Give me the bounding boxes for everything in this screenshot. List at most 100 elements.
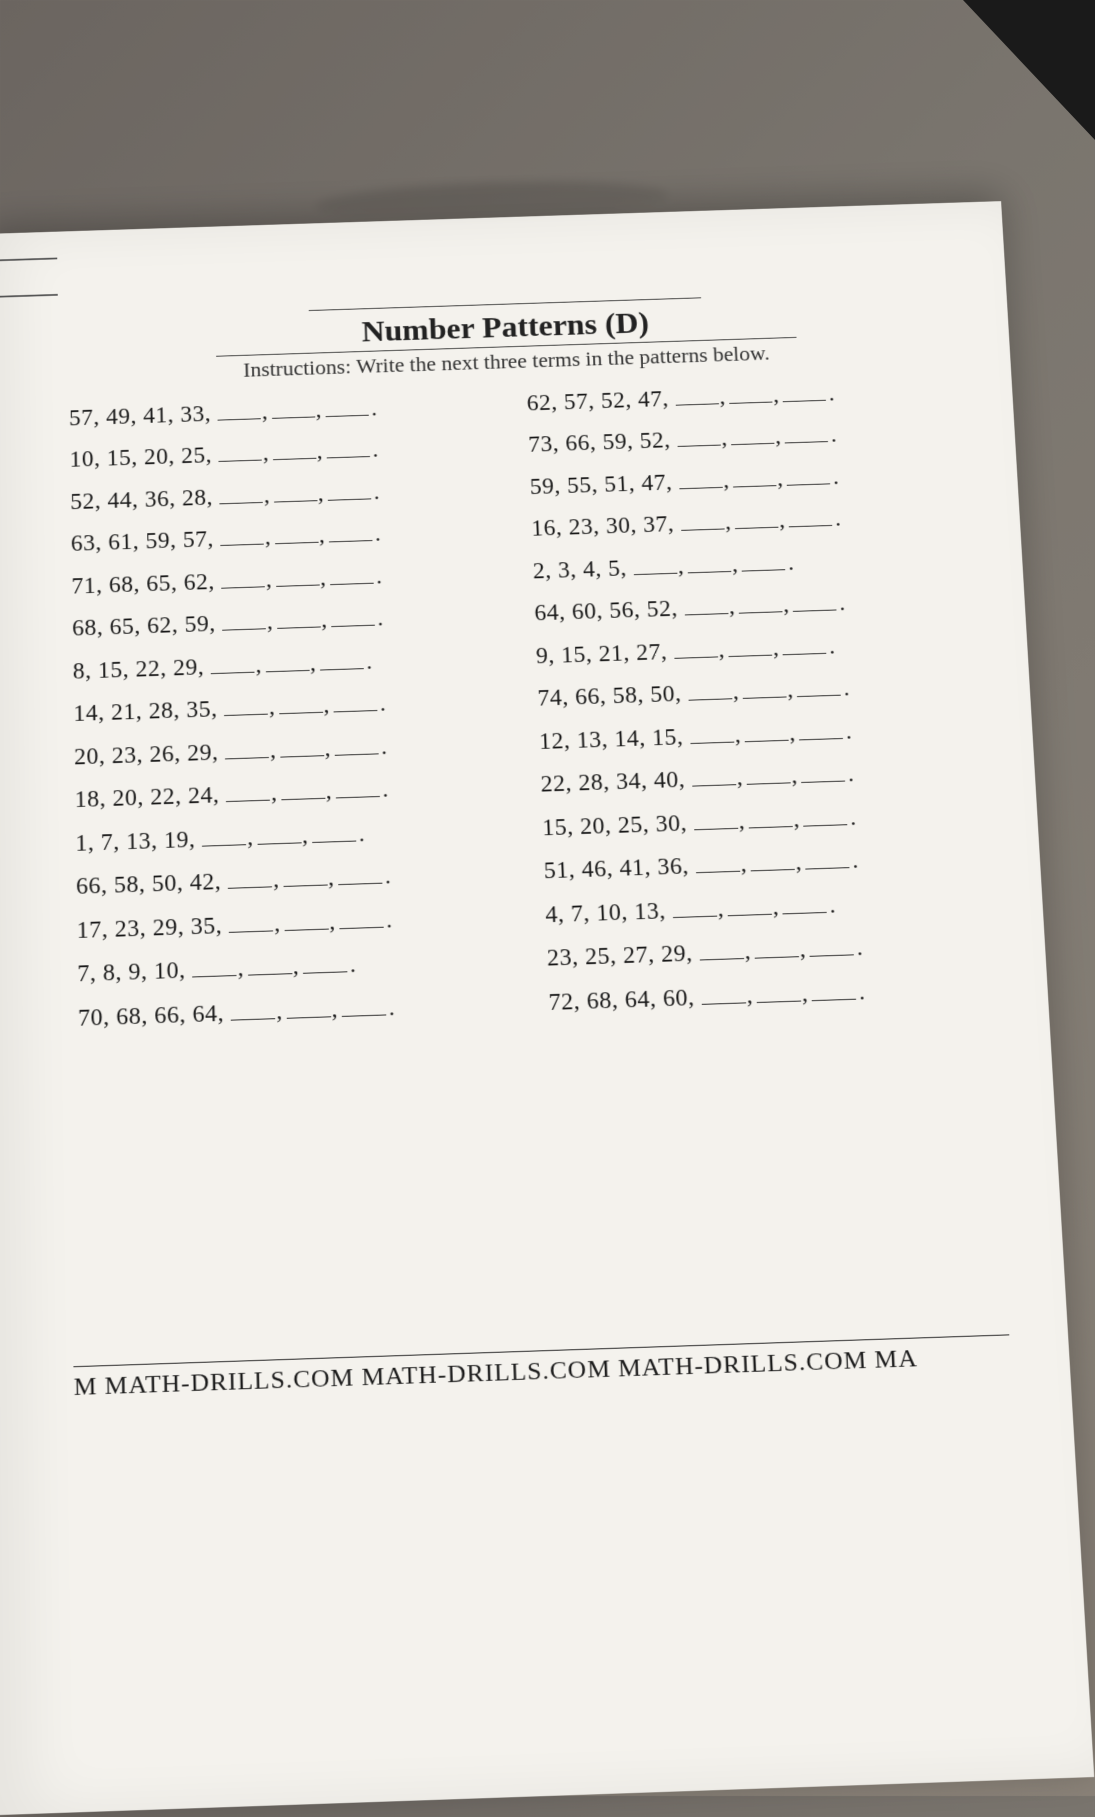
given-terms: 8, 15, 22, 29, (73, 655, 205, 684)
answer-blank[interactable] (805, 847, 850, 869)
answer-blank[interactable] (331, 606, 375, 628)
answer-blank[interactable] (756, 980, 801, 1002)
answer-blank[interactable] (687, 551, 731, 572)
pattern-row-left: 17, 23, 29, 35, ,,. (76, 902, 507, 943)
answer-blank[interactable] (311, 821, 356, 843)
answer-blank[interactable] (742, 677, 787, 699)
answer-blank[interactable] (202, 824, 247, 846)
answer-blank[interactable] (788, 506, 832, 527)
answer-blank[interactable] (782, 633, 827, 655)
answer-blank[interactable] (800, 761, 845, 783)
answer-blank[interactable] (695, 851, 740, 873)
answer-blank[interactable] (226, 780, 270, 802)
answer-blank[interactable] (337, 863, 382, 885)
answer-blank[interactable] (334, 734, 378, 756)
answer-blank[interactable] (727, 894, 772, 916)
answer-blank[interactable] (335, 777, 380, 799)
answer-blank[interactable] (675, 384, 719, 405)
answer-blank[interactable] (224, 694, 268, 716)
answer-blank[interactable] (275, 565, 319, 586)
answer-blank[interactable] (728, 635, 773, 657)
answer-blank[interactable] (803, 804, 848, 826)
answer-blank[interactable] (677, 426, 721, 447)
answer-blank[interactable] (278, 692, 322, 714)
answer-blank[interactable] (684, 594, 728, 616)
pattern-row-left: 63, 61, 59, 57, ,,. (71, 517, 494, 557)
answer-blank[interactable] (328, 521, 372, 542)
answer-blank[interactable] (732, 466, 776, 487)
answer-blank[interactable] (792, 590, 837, 612)
answer-blank[interactable] (809, 935, 854, 957)
pattern-row-right: 73, 66, 59, 52, ,,. (528, 418, 950, 458)
answer-blank[interactable] (276, 607, 320, 629)
answer-blank[interactable] (796, 675, 841, 697)
answer-blank[interactable] (728, 382, 772, 403)
answer-blank[interactable] (217, 399, 261, 420)
answer-blank[interactable] (192, 955, 237, 977)
answer-blank[interactable] (218, 441, 262, 462)
answer-blank[interactable] (750, 849, 795, 871)
answer-blank[interactable] (283, 865, 328, 887)
answer-blank[interactable] (229, 910, 274, 932)
answer-blank[interactable] (748, 806, 793, 828)
given-terms: 72, 68, 64, 60, (548, 985, 695, 1016)
answer-blank[interactable] (247, 953, 292, 975)
answer-blank[interactable] (271, 397, 315, 418)
answer-blank[interactable] (219, 483, 263, 504)
answer-blank[interactable] (678, 468, 722, 489)
answer-blank[interactable] (730, 424, 774, 445)
answer-blank[interactable] (220, 525, 264, 546)
given-terms: 23, 25, 27, 29, (547, 941, 694, 972)
answer-blank[interactable] (286, 996, 331, 1018)
answer-blank[interactable] (782, 381, 826, 402)
answer-blank[interactable] (274, 523, 318, 544)
answer-blank[interactable] (265, 650, 309, 672)
answer-blank[interactable] (734, 508, 778, 529)
answer-blank[interactable] (302, 952, 347, 974)
answer-blank[interactable] (326, 437, 370, 458)
answer-blank[interactable] (693, 808, 738, 830)
answer-blank[interactable] (339, 907, 384, 929)
answer-blank[interactable] (327, 479, 371, 500)
answer-blank[interactable] (257, 822, 302, 844)
answer-blank[interactable] (689, 722, 734, 744)
answer-blank[interactable] (633, 553, 677, 574)
answer-blank[interactable] (672, 895, 717, 917)
answer-blank[interactable] (325, 395, 369, 416)
answer-blank[interactable] (744, 720, 789, 742)
answer-blank[interactable] (680, 509, 724, 530)
pattern-row-right: 23, 25, 27, 29, ,,. (547, 930, 979, 972)
answer-blank[interactable] (333, 691, 377, 713)
answer-blank[interactable] (228, 867, 273, 889)
answer-blank[interactable] (211, 652, 255, 674)
answer-blank[interactable] (699, 938, 744, 960)
answer-blank[interactable] (341, 994, 386, 1016)
answer-blank[interactable] (329, 563, 373, 584)
answer-blank[interactable] (221, 567, 265, 588)
answer-blank[interactable] (279, 735, 323, 757)
given-terms: 52, 44, 36, 28, (70, 485, 213, 514)
answer-blank[interactable] (222, 609, 266, 631)
pattern-row-left: 18, 20, 22, 24, ,,. (75, 772, 503, 813)
answer-blank[interactable] (701, 982, 746, 1004)
answer-blank[interactable] (754, 936, 799, 958)
answer-blank[interactable] (225, 737, 269, 759)
answer-blank[interactable] (784, 422, 828, 443)
answer-blank[interactable] (782, 892, 827, 914)
answer-blank[interactable] (231, 998, 276, 1020)
answer-blank[interactable] (691, 765, 736, 787)
answer-blank[interactable] (811, 978, 856, 1000)
answer-blank[interactable] (738, 592, 782, 614)
answer-blank[interactable] (673, 637, 718, 659)
answer-blank[interactable] (280, 778, 324, 800)
pattern-row-left: 7, 8, 9, 10, ,,. (77, 946, 509, 988)
answer-blank[interactable] (272, 439, 316, 460)
answer-blank[interactable] (687, 679, 732, 701)
answer-blank[interactable] (798, 718, 843, 740)
answer-blank[interactable] (746, 763, 791, 785)
answer-blank[interactable] (284, 908, 329, 930)
answer-blank[interactable] (786, 464, 830, 485)
answer-blank[interactable] (273, 481, 317, 502)
answer-blank[interactable] (319, 648, 363, 670)
answer-blank[interactable] (741, 550, 785, 571)
